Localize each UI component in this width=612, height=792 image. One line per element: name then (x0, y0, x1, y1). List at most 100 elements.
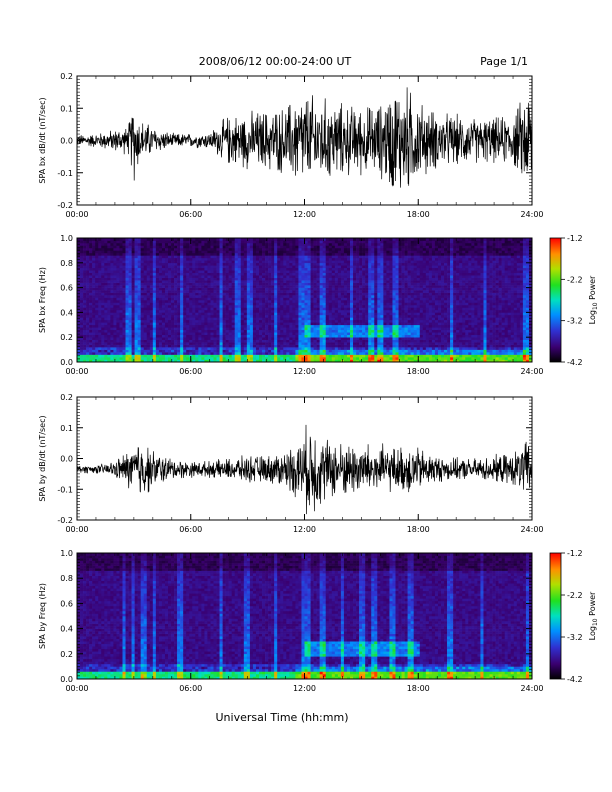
heat-cell (283, 324, 287, 328)
heat-cell (259, 357, 263, 360)
heat-cell (192, 352, 196, 355)
heat-cell (174, 292, 178, 296)
heat-cell (207, 282, 211, 286)
heat-cell (310, 245, 314, 249)
heat-cell (164, 292, 169, 296)
heat-cell (301, 349, 305, 353)
heat-cell (280, 292, 284, 296)
heat-cell (213, 285, 217, 288)
heat-cell (286, 287, 290, 291)
heat-cell (237, 240, 242, 244)
heat-cell (213, 282, 217, 286)
heat-cell (134, 354, 138, 358)
heat-cell (116, 347, 120, 350)
heat-cell (334, 287, 339, 291)
heat-cell (262, 270, 266, 274)
heat-cell (161, 242, 166, 246)
heat-cell (192, 242, 196, 246)
heat-cell (307, 250, 311, 254)
heat-cell (189, 342, 193, 345)
heat-cell (337, 250, 342, 254)
heat-cell (234, 359, 239, 363)
heat-cell (255, 285, 260, 288)
heat-cell (274, 247, 278, 251)
heat-cell (189, 285, 193, 288)
heat-cell (216, 242, 220, 246)
heat-cell (359, 337, 363, 340)
heat-cell (362, 250, 366, 254)
heat-cell (152, 245, 157, 249)
heat-cell (180, 262, 184, 266)
heat-cell (125, 238, 129, 241)
heat-cell (125, 295, 129, 298)
heat-cell (234, 314, 239, 318)
heat-cell (243, 285, 248, 288)
heat-cell (283, 319, 287, 323)
heat-cell (222, 287, 226, 291)
heat-cell (340, 267, 345, 271)
heat-cell (95, 344, 99, 348)
heat-cell (192, 295, 196, 298)
heat-cell (213, 297, 217, 301)
heat-cell (277, 240, 281, 244)
heat-cell (362, 297, 366, 301)
heat-cell (292, 317, 296, 321)
heat-cell (362, 260, 366, 264)
heat-cell (353, 347, 357, 350)
heat-cell (337, 242, 342, 246)
heat-cell (313, 312, 317, 316)
heat-cell (274, 250, 278, 254)
heat-cell (313, 238, 317, 241)
heat-cell (255, 240, 260, 244)
heat-cell (295, 352, 299, 355)
heat-cell (255, 309, 260, 313)
heat-cell (171, 322, 175, 326)
heat-cell (259, 262, 263, 266)
heat-cell (304, 359, 308, 363)
heat-cell (161, 270, 166, 274)
heat-cell (225, 347, 229, 350)
heat-cell (195, 290, 199, 293)
heat-cell (274, 334, 278, 338)
heat-cell (334, 327, 339, 331)
heat-cell (280, 309, 284, 313)
heat-cell (234, 352, 239, 355)
heat-cell (277, 282, 281, 286)
heat-cell (237, 314, 242, 318)
heat-cell (240, 312, 245, 316)
heat-cell (246, 275, 251, 278)
heat-cell (177, 324, 181, 328)
heat-cell (249, 324, 254, 328)
heat-cell (322, 307, 327, 311)
heat-cell (192, 344, 196, 348)
heat-cell (101, 238, 105, 241)
heat-cell (116, 270, 120, 274)
heat-cell (350, 257, 354, 261)
heat-cell (164, 339, 169, 343)
heat-cell (128, 332, 132, 336)
heat-cell (365, 242, 369, 246)
heat-cell (316, 295, 320, 298)
heat-cell (365, 290, 369, 293)
heat-cell (107, 270, 111, 274)
heat-cell (289, 349, 293, 353)
heat-cell (237, 290, 242, 293)
heat-cell (186, 357, 190, 360)
heat-cell (292, 342, 296, 345)
heat-cell (164, 260, 169, 264)
heat-cell (186, 339, 190, 343)
heat-cell (207, 357, 211, 360)
heat-cell (331, 307, 336, 311)
heat-cell (104, 297, 108, 301)
heat-cell (143, 322, 148, 326)
heat-cell (313, 267, 317, 271)
heat-cell (362, 280, 366, 283)
heat-cell (231, 287, 236, 291)
heat-cell (195, 247, 199, 251)
heat-cell (119, 337, 123, 340)
heat-cell (322, 352, 327, 355)
heat-cell (340, 307, 345, 311)
heat-cell (243, 322, 248, 326)
heat-cell (183, 312, 187, 316)
heat-cell (262, 334, 266, 338)
